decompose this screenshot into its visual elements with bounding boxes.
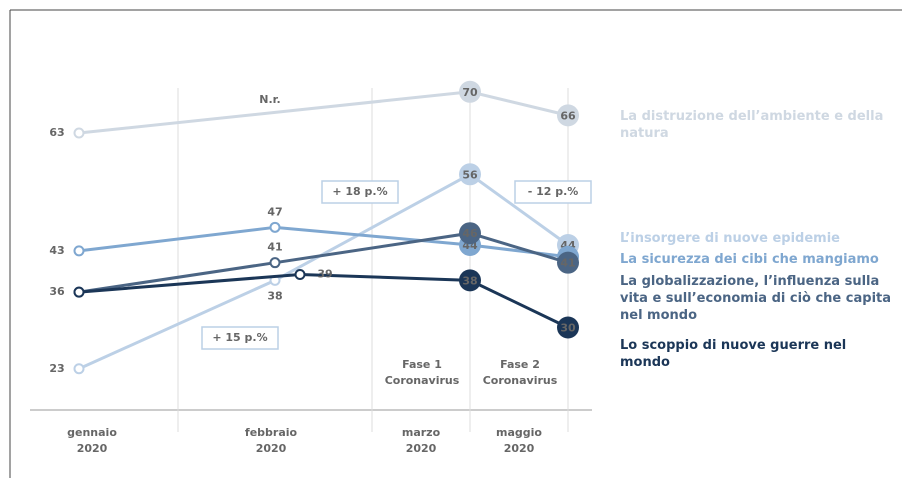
annotation: - 12 p.% — [528, 185, 579, 198]
series-line — [78, 172, 569, 371]
point — [459, 222, 481, 245]
point — [73, 363, 85, 375]
annotation: N.r. — [259, 93, 280, 106]
x-tick-label: gennaio 2020 — [67, 426, 117, 455]
legend-entry: La sicurezza dei cibi che mangiamo — [620, 252, 879, 267]
data-label: 38 — [462, 274, 477, 287]
annotation-box — [321, 180, 399, 204]
series-line — [78, 231, 569, 294]
point — [73, 127, 85, 139]
annotation: Fase 2 Coronavirus — [483, 358, 558, 387]
data-label: 36 — [49, 285, 65, 298]
point — [459, 80, 481, 103]
series-line — [78, 272, 569, 329]
point — [557, 316, 579, 339]
annotation: + 15 p.% — [212, 331, 267, 344]
data-label: 38 — [267, 289, 282, 302]
data-label: 39 — [317, 267, 332, 280]
point — [269, 221, 281, 233]
data-label: 66 — [560, 109, 576, 122]
point — [459, 163, 481, 186]
x-tick-label: febbraio 2020 — [245, 426, 298, 455]
data-label: 41 — [560, 257, 575, 270]
annotation-box — [201, 326, 279, 350]
data-label: 46 — [462, 227, 478, 240]
data-label: 23 — [49, 362, 64, 375]
legend-entry: Lo scoppio di nuove guerre nel mondo — [620, 338, 847, 370]
data-label: 70 — [462, 86, 478, 99]
point — [557, 251, 579, 274]
annotation-box — [514, 180, 592, 204]
point — [459, 269, 481, 292]
data-label: 30 — [560, 322, 576, 335]
data-label: 47 — [267, 205, 282, 218]
point — [269, 257, 281, 269]
annotation: + 18 p.% — [332, 185, 387, 198]
legend-entry: La distruzione dell’ambiente e della nat… — [620, 109, 884, 141]
point — [73, 245, 85, 257]
point — [294, 268, 306, 280]
data-label: 63 — [49, 126, 64, 139]
x-tick-label: marzo 2020 — [402, 426, 441, 455]
data-label: 43 — [49, 244, 64, 257]
point — [73, 286, 85, 298]
x-tick-label: maggio 2020 — [496, 426, 542, 455]
data-label: 41 — [267, 241, 282, 254]
series-line — [78, 90, 569, 135]
legend-entry: L’insorgere di nuove epidemie — [620, 231, 840, 246]
legend-entry: La globalizzazione, l’influenza sulla vi… — [620, 274, 892, 323]
series-line — [78, 225, 569, 259]
data-label: 56 — [462, 168, 478, 181]
annotation: Fase 1 Coronavirus — [385, 358, 460, 387]
point — [557, 104, 579, 127]
